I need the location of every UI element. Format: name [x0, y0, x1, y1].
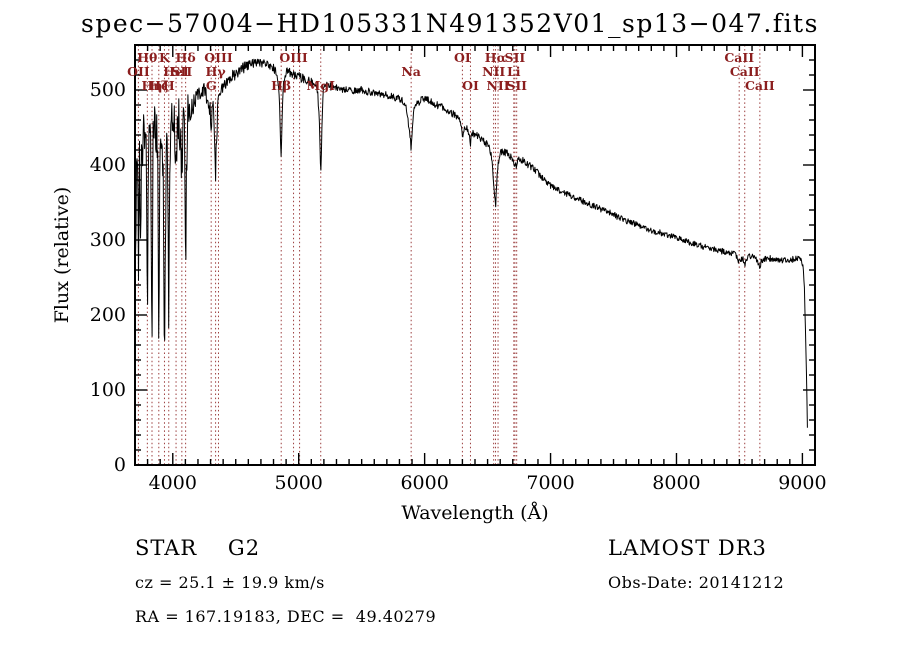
plot-title: spec−57004−HD105331N491352V01_sp13−047.f… — [81, 9, 819, 38]
feature-labels: OIIHθHηHζKHHeISIIHδGHγOIIIHβOIIIMgINaOIO… — [127, 50, 775, 93]
feature-label-CaII: CaII — [745, 78, 775, 93]
feature-label-Hβ: Hβ — [271, 78, 291, 93]
x-tick-label: 9000 — [778, 472, 826, 494]
spectrum-trace — [134, 58, 808, 428]
cz-value: cz = 25.1 ± 19.9 km/s — [135, 573, 325, 592]
feature-label-OIII: OIII — [204, 50, 233, 65]
feature-label-K: K — [159, 50, 171, 65]
feature-label-Hγ: Hγ — [206, 64, 227, 79]
feature-label-G: G — [206, 78, 217, 93]
spectral-feature-lines — [137, 45, 761, 465]
feature-label-Na: Na — [401, 64, 421, 79]
ra-dec-coordinates: RA = 167.19183, DEC = 49.40279 — [135, 607, 437, 626]
feature-label-SII: SII — [505, 50, 526, 65]
feature-label-Hα: Hα — [485, 50, 507, 65]
feature-label-Hθ: Hθ — [137, 50, 157, 65]
feature-label-OII: OII — [127, 64, 150, 79]
feature-label-SII: SII — [506, 78, 527, 93]
y-tick-label: 0 — [114, 454, 126, 476]
feature-label-CaII: CaII — [724, 50, 754, 65]
x-tick-label: 4000 — [149, 472, 197, 494]
y-tick-label: 200 — [90, 304, 126, 326]
survey-label: LAMOST DR3 — [608, 536, 767, 560]
feature-label-Li: Li — [507, 64, 521, 79]
feature-label-OI: OI — [462, 78, 479, 93]
feature-label-OI: OI — [454, 50, 471, 65]
y-tick-label: 400 — [90, 154, 126, 176]
feature-label-NII: NII — [486, 78, 509, 93]
x-axis-label: Wavelength (Å) — [401, 502, 548, 524]
feature-label-SII: SII — [171, 64, 192, 79]
feature-label-MgI: MgI — [307, 78, 336, 93]
x-tick-label: 6000 — [400, 472, 448, 494]
y-axis-label: Flux (relative) — [51, 187, 73, 324]
feature-label-HeI: HeI — [163, 64, 189, 79]
x-tick-label: 7000 — [526, 472, 574, 494]
feature-label-H: H — [163, 78, 175, 93]
y-tick-label: 100 — [90, 379, 126, 401]
x-tick-label: 8000 — [652, 472, 700, 494]
feature-label-CaII: CaII — [730, 64, 760, 79]
spectrum-plot: 4000 5000 6000 7000 8000 9000 0 100 200 300 400 500… — [51, 44, 827, 524]
axes — [134, 44, 816, 466]
axis-tick-labels: 4000 5000 6000 7000 8000 9000 0 100 200 300 400 500 — [90, 79, 827, 494]
x-tick-label: 5000 — [275, 472, 323, 494]
y-tick-label: 300 — [90, 229, 126, 251]
feature-label-Hδ: Hδ — [176, 50, 196, 65]
y-tick-label: 500 — [90, 79, 126, 101]
feature-label-OIII: OIII — [279, 50, 308, 65]
feature-label-NII: NII — [482, 64, 505, 79]
feature-label-Hζ: Hζ — [149, 78, 168, 93]
axes-box — [134, 44, 816, 466]
object-class-label: STAR G2 — [135, 536, 261, 560]
feature-label-Hη: Hη — [142, 78, 163, 93]
obs-date: Obs-Date: 20141212 — [608, 573, 785, 592]
